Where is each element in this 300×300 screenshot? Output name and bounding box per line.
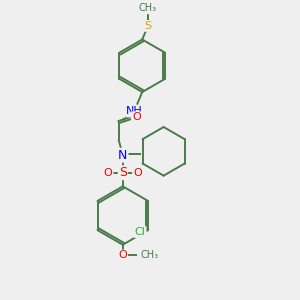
Text: O: O: [133, 168, 142, 178]
Text: O: O: [104, 168, 112, 178]
Text: S: S: [145, 21, 152, 31]
Text: NH: NH: [126, 106, 143, 116]
Text: CH₃: CH₃: [140, 250, 158, 260]
Text: O: O: [132, 112, 141, 122]
Text: N: N: [118, 149, 128, 162]
Text: Cl: Cl: [135, 227, 146, 237]
Text: O: O: [118, 250, 127, 260]
Text: S: S: [119, 166, 127, 179]
Text: CH₃: CH₃: [139, 3, 157, 14]
